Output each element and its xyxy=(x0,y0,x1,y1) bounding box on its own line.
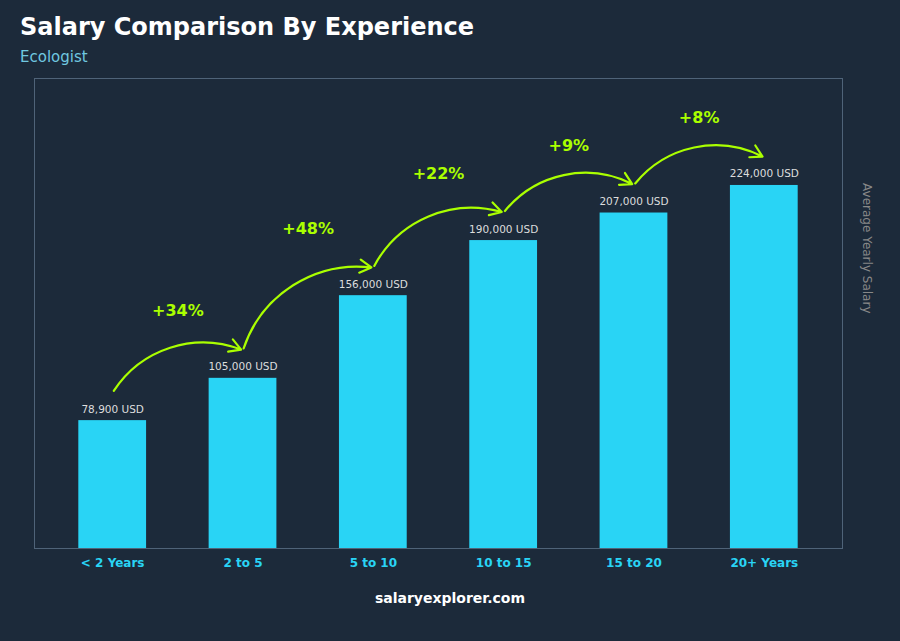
html-text:Ecologist: Ecologist xyxy=(20,48,88,66)
svg-text:15 to 20: 15 to 20 xyxy=(606,556,662,570)
svg-text:156,000 USD: 156,000 USD xyxy=(339,278,408,290)
svg-text:190,000 USD: 190,000 USD xyxy=(469,223,538,235)
svg-text:105,000 USD: 105,000 USD xyxy=(208,360,277,372)
html-text:Salary Comparison By Experienc: Salary Comparison By Experience xyxy=(20,13,475,41)
svg-text:+9%: +9% xyxy=(549,136,590,155)
svg-text:+22%: +22% xyxy=(413,164,465,183)
svg-text:78,900 USD: 78,900 USD xyxy=(81,403,144,415)
svg-text:Average Yearly Salary: Average Yearly Salary xyxy=(860,183,874,313)
svg-text:224,000 USD: 224,000 USD xyxy=(730,167,799,179)
svg-text:+34%: +34% xyxy=(152,301,204,320)
svg-text:20+ Years: 20+ Years xyxy=(730,556,798,570)
svg-text:10 to 15: 10 to 15 xyxy=(476,556,532,570)
svg-text:< 2 Years: < 2 Years xyxy=(81,556,145,570)
svg-text:+8%: +8% xyxy=(679,108,720,127)
html-text:salaryexplorer.com: salaryexplorer.com xyxy=(374,590,526,606)
svg-text:5 to 10: 5 to 10 xyxy=(350,556,397,570)
svg-text:2 to 5: 2 to 5 xyxy=(223,556,262,570)
svg-text:207,000 USD: 207,000 USD xyxy=(599,195,668,207)
svg-text:+48%: +48% xyxy=(282,219,334,238)
